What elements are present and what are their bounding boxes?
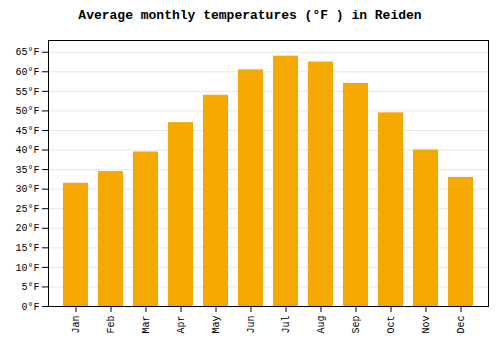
svg-text:0°F: 0°F [21,302,39,313]
svg-text:Dec: Dec [456,316,467,334]
svg-text:Mar: Mar [141,316,152,334]
svg-text:Sep: Sep [351,316,362,334]
svg-text:60°F: 60°F [15,67,39,78]
svg-text:15°F: 15°F [15,243,39,254]
svg-text:Nov: Nov [421,316,432,334]
svg-text:Aug: Aug [316,316,327,334]
svg-text:Oct: Oct [386,316,397,334]
svg-text:45°F: 45°F [15,126,39,137]
svg-text:Jun: Jun [246,316,257,334]
svg-text:20°F: 20°F [15,223,39,234]
svg-text:5°F: 5°F [21,282,39,293]
svg-text:Apr: Apr [176,316,187,334]
svg-text:55°F: 55°F [15,87,39,98]
svg-text:Jul: Jul [281,316,292,334]
svg-text:Feb: Feb [106,316,117,334]
html-text:Average monthly temperatures (: Average monthly temperatures (°F ) in Re… [78,8,422,23]
svg-text:35°F: 35°F [15,165,39,176]
svg-text:May: May [211,316,222,334]
svg-text:65°F: 65°F [15,47,39,58]
svg-text:10°F: 10°F [15,263,39,274]
svg-text:25°F: 25°F [15,204,39,215]
svg-text:Jan: Jan [71,316,82,334]
svg-text:50°F: 50°F [15,106,39,117]
svg-text:30°F: 30°F [15,184,39,195]
svg-text:40°F: 40°F [15,145,39,156]
